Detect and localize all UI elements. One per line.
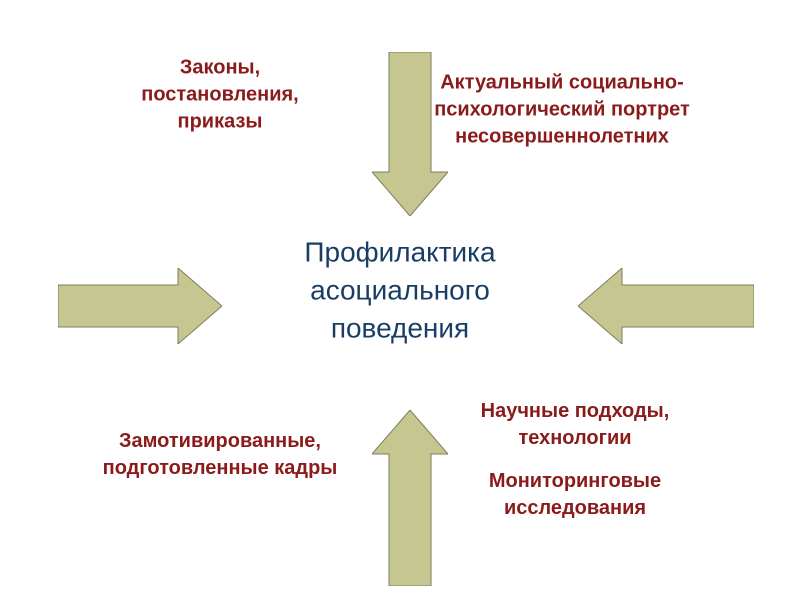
label-portrait: Актуальный социально-психологический пор… <box>412 70 712 151</box>
arrow-left <box>58 268 222 344</box>
label-science: Научные подходы, технологии <box>465 398 685 452</box>
label-monitoring: Мониторинговые исследования <box>465 468 685 522</box>
arrow-bottom <box>372 410 448 586</box>
label-staff: Замотивированные, подготовленные кадры <box>100 428 340 482</box>
arrow-top <box>372 52 448 216</box>
center-title: Профилактика асоциального поведения <box>270 233 530 346</box>
label-laws: Законы,постановления,приказы <box>110 55 330 136</box>
arrow-right <box>578 268 754 344</box>
